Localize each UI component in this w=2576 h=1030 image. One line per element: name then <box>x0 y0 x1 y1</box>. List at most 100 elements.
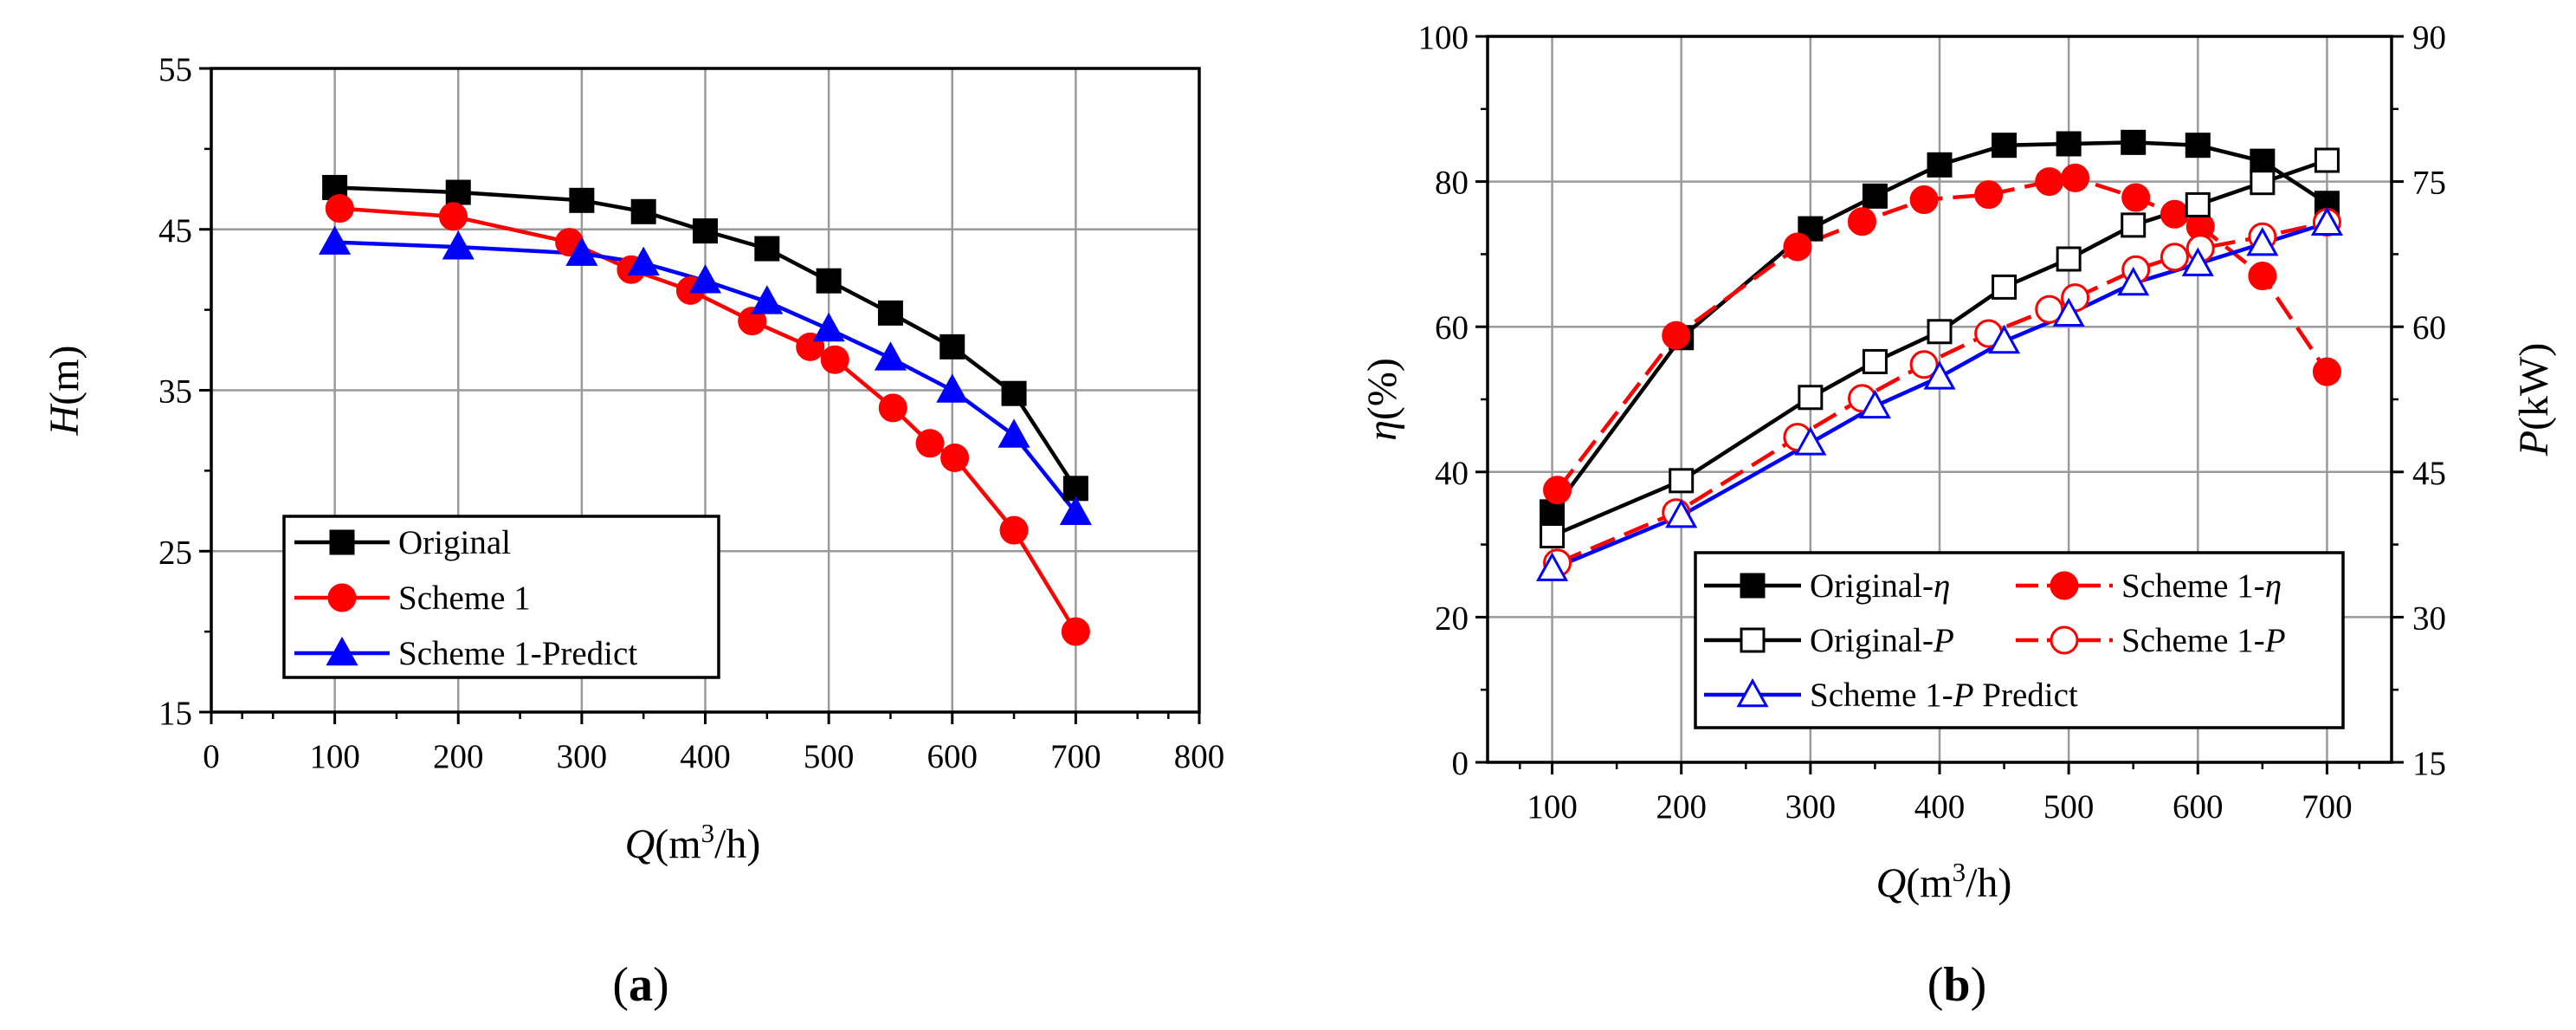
data-point <box>1794 426 1827 456</box>
data-point <box>2121 129 2147 155</box>
legend-label: Original-η <box>1810 567 1950 605</box>
data-point <box>1669 468 1695 494</box>
series-group <box>319 174 1092 646</box>
x-tick-label: 300 <box>1785 788 1837 826</box>
legend-label: Scheme 1-P <box>2121 622 2286 659</box>
y2-tick-label: 60 <box>2412 309 2446 347</box>
data-point <box>1927 152 1953 178</box>
data-point <box>997 418 1030 448</box>
data-point <box>936 373 969 403</box>
data-point <box>693 218 718 244</box>
data-point <box>1059 496 1092 525</box>
y2-tick-label: 45 <box>2412 455 2446 492</box>
legend-label: Original-P <box>1810 622 1954 659</box>
y-tick-label: 35 <box>158 373 192 411</box>
panel-label-open: ( <box>612 958 629 1012</box>
legend-label-var: P <box>2264 622 2286 659</box>
y-axis-title: H(m) <box>42 346 87 437</box>
data-point <box>2181 247 2214 276</box>
legend-label-var: η <box>1934 567 1950 605</box>
x-tick-label: 400 <box>680 738 731 775</box>
data-point <box>1001 380 1027 406</box>
data-point <box>1862 348 1888 374</box>
legend: Original Scheme 1 Scheme 1-Predict <box>282 515 720 679</box>
data-point <box>2061 163 2090 192</box>
data-point <box>2121 212 2147 238</box>
series-group <box>1536 129 2343 581</box>
legend-entry: Scheme 1 <box>294 580 531 617</box>
data-point <box>2250 170 2276 196</box>
y2-tick-label: 90 <box>2412 19 2446 56</box>
data-point <box>1543 476 1572 505</box>
x-tick-label: 300 <box>557 738 608 775</box>
data-point <box>2056 131 2082 157</box>
data-point <box>2312 357 2341 386</box>
legend-label-text: Scheme 1- <box>2121 622 2265 659</box>
data-point <box>2121 183 2151 212</box>
data-point <box>1662 321 1691 350</box>
data-point <box>1848 207 1877 236</box>
data-point <box>939 334 965 360</box>
data-point <box>1927 319 1953 345</box>
data-point <box>878 393 907 423</box>
data-point <box>442 230 475 260</box>
data-point <box>751 285 784 314</box>
data-point <box>688 264 722 294</box>
data-point <box>1540 523 1566 549</box>
data-point <box>2246 227 2279 256</box>
y-axis-title-unit: (m) <box>42 346 87 405</box>
x-axis-title-var: Q <box>1876 860 1907 906</box>
data-point <box>2160 243 2189 272</box>
legend-entry: Original-η <box>1704 567 1950 605</box>
legend-label-text: Scheme 1- <box>2121 567 2265 605</box>
x-axis-title: Q(m3/h) <box>625 818 761 867</box>
data-point <box>915 429 945 458</box>
x-tick-label: 200 <box>1656 788 1707 826</box>
x-axis: 100 200 300 400 500 600 700 <box>1519 762 2360 826</box>
legend-marker <box>2050 571 2079 600</box>
y-tick-label: 0 <box>1452 745 1469 782</box>
x-tick-label: 700 <box>2302 788 2353 826</box>
legend-entry: Scheme 1-P <box>2016 622 2286 659</box>
data-point <box>1992 274 2018 300</box>
data-point <box>627 246 660 276</box>
y-tick-label: 40 <box>1435 455 1469 492</box>
legend-label-text: Scheme 1- <box>1810 677 1953 714</box>
legend-label-text: Original- <box>1810 567 1934 605</box>
y-tick-label: 60 <box>1435 309 1469 347</box>
data-point <box>2035 167 2064 197</box>
x-axis: 0 100 200 300 400 500 600 700 800 <box>203 712 1224 775</box>
legend-marker <box>2050 625 2079 655</box>
y2-tick-label: 75 <box>2412 165 2446 202</box>
y2-tick-label: 30 <box>2412 599 2446 637</box>
data-point <box>1923 360 1956 390</box>
panel-label: (b) <box>1927 958 1986 1012</box>
panel-label-letter: b <box>1943 958 1970 1012</box>
y-tick-label: 80 <box>1435 165 1469 202</box>
data-point <box>1536 552 1569 581</box>
legend-label: Scheme 1-Predict <box>398 635 637 672</box>
data-point <box>1061 617 1090 646</box>
data-point <box>874 341 907 371</box>
y-tick-label: 15 <box>158 695 192 732</box>
legend-label-var: η <box>2265 567 2282 605</box>
x-tick-label: 500 <box>804 738 855 775</box>
legend-label-var: P <box>1933 622 1954 659</box>
data-point <box>816 268 842 294</box>
data-point <box>2310 206 2343 236</box>
data-point <box>820 345 849 374</box>
data-point <box>2056 246 2082 272</box>
y-axis-title-var: H <box>42 403 87 436</box>
data-point <box>940 444 970 473</box>
y-axis-title-unit: (%) <box>1359 358 1405 420</box>
x-axis-title-unit: (m <box>1906 860 1952 906</box>
panel-label: (a) <box>612 958 668 1012</box>
data-point <box>630 198 656 224</box>
x-axis-title-superscript: 3 <box>701 818 715 848</box>
y-axis-title-var: η <box>1359 420 1405 441</box>
x-tick-label: 600 <box>2172 788 2224 826</box>
x-tick-label: 0 <box>203 738 220 775</box>
legend-marker <box>326 636 358 666</box>
x-axis-title-unit-end: /h) <box>714 821 760 867</box>
